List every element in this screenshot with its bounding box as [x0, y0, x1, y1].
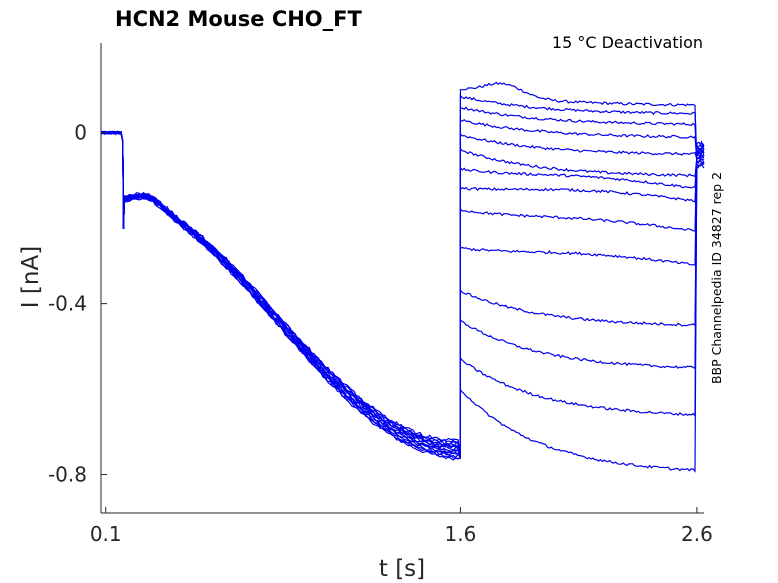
sweep-trace [100, 81, 705, 461]
x-tick-label: 1.6 [445, 522, 477, 546]
sweep-trace [100, 130, 705, 458]
condition-annotation: 15 °C Deactivation [552, 33, 703, 52]
sweep-trace [100, 130, 705, 458]
x-ticks: 0.1 1.6 2.6 [90, 507, 713, 546]
chart-title: HCN2 Mouse CHO_FT [115, 7, 362, 31]
sweep-trace [100, 130, 705, 458]
y-tick-label: -0.4 [48, 292, 87, 316]
sweep-trace [100, 131, 705, 473]
plot-area: 0.1 1.6 2.6 0 -0.4 -0.8 [48, 43, 713, 546]
traces [100, 81, 705, 473]
sweep-trace [100, 106, 705, 460]
sweep-trace [100, 119, 705, 460]
y-axis-label: I [nA] [18, 246, 44, 308]
x-tick-label: 2.6 [681, 522, 713, 546]
x-axis-label: t [s] [379, 556, 425, 582]
sweep-trace [100, 130, 705, 458]
sweep-trace [100, 94, 705, 460]
x-tick-label: 0.1 [90, 522, 122, 546]
y-tick-label: 0 [74, 121, 87, 145]
sweep-trace [100, 130, 705, 458]
y-tick-label: -0.8 [48, 463, 87, 487]
side-label: BBP Channelpedia ID 34827 rep 2 [709, 172, 724, 384]
y-ticks: 0 -0.4 -0.8 [48, 121, 107, 487]
